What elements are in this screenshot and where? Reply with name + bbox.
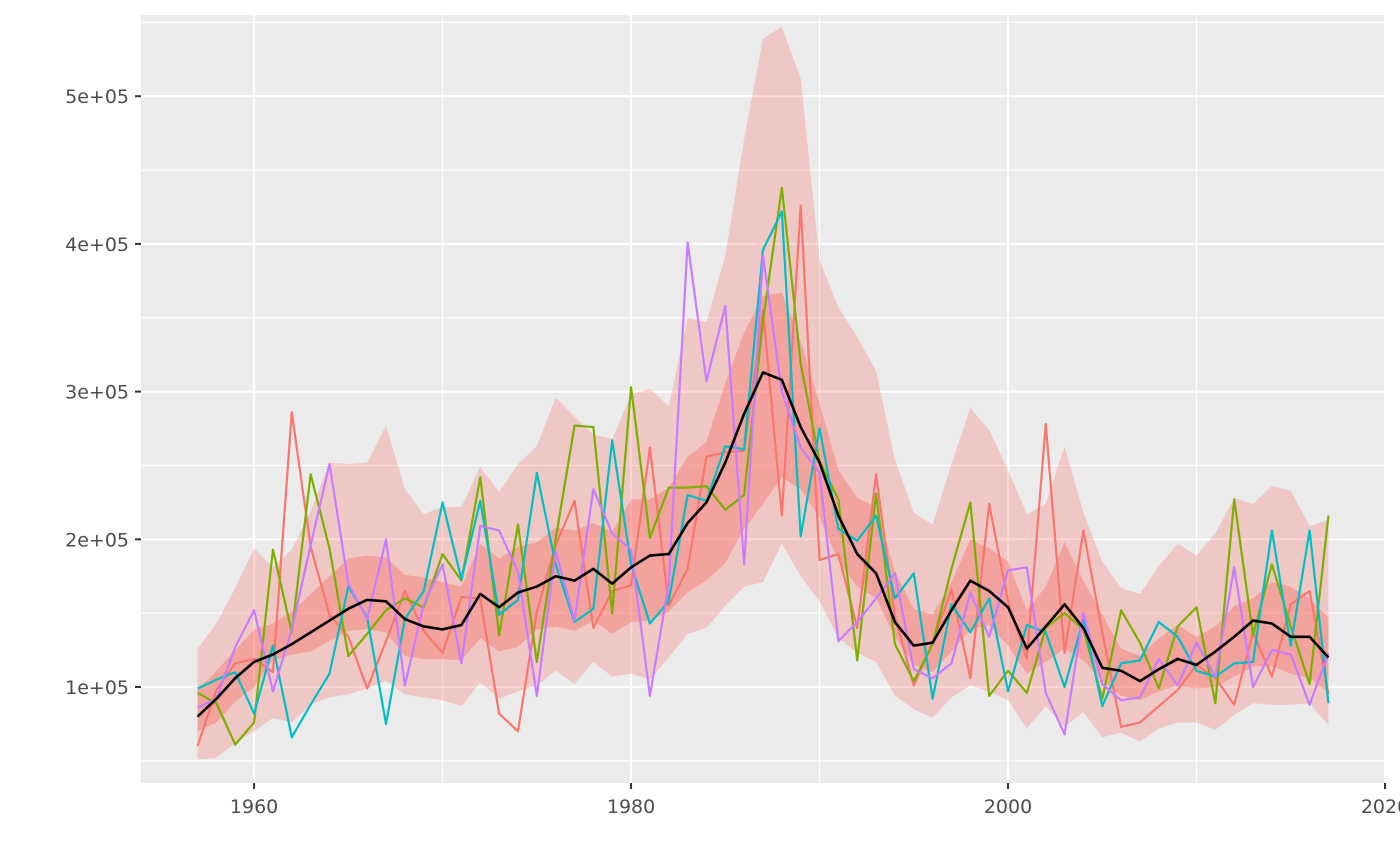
x-axis-tick-labels: 1960 1980 2000 2020 [230, 796, 1400, 818]
quantile-bands [197, 26, 1329, 760]
median-line [196, 371, 1330, 718]
x-tick-label: 2020 [1361, 796, 1400, 818]
y-axis-tick-labels: 1e+05 2e+05 3e+05 4e+05 5e+05 [65, 86, 129, 699]
series-line-3 [197, 210, 1330, 739]
inner-quantile-band [197, 292, 1329, 732]
outer-quantile-band [197, 26, 1329, 760]
series-line-4 [197, 241, 1330, 736]
y-tick-label: 1e+05 [65, 677, 129, 699]
x-tick-label: 2000 [984, 796, 1032, 818]
y-tick-label: 2e+05 [65, 529, 129, 551]
series-line-1 [196, 204, 1330, 747]
y-tick-label: 5e+05 [65, 86, 129, 108]
minor-gridlines [141, 15, 1385, 783]
series-lines [196, 186, 1330, 747]
series-line-2 [197, 186, 1330, 746]
y-tick-label: 4e+05 [65, 234, 129, 256]
y-tick-label: 3e+05 [65, 382, 129, 404]
x-tick-label: 1960 [230, 796, 278, 818]
axis-ticks [135, 95, 1386, 789]
x-tick-label: 1980 [607, 796, 655, 818]
